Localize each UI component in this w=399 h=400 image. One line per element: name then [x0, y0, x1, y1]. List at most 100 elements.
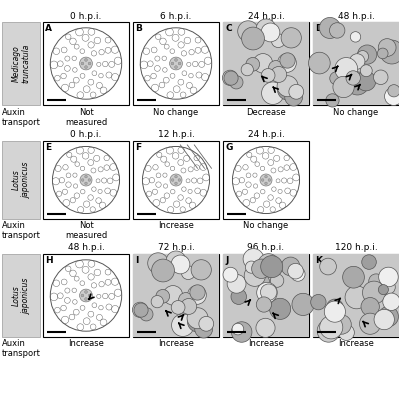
Circle shape [171, 62, 174, 65]
Bar [2, 141, 40, 219]
Circle shape [280, 53, 295, 68]
Bar [223, 141, 309, 219]
Circle shape [289, 84, 304, 99]
Circle shape [79, 289, 93, 302]
Circle shape [187, 308, 208, 329]
Circle shape [320, 316, 343, 339]
Text: 6 h.p.i.: 6 h.p.i. [160, 12, 192, 21]
Circle shape [224, 71, 238, 85]
Circle shape [320, 258, 336, 275]
Bar [313, 22, 399, 105]
Circle shape [336, 64, 350, 78]
Circle shape [362, 281, 385, 304]
Bar [2, 254, 40, 337]
Text: Not
measured: Not measured [65, 221, 107, 240]
Text: Not
measured: Not measured [65, 108, 107, 127]
Text: K: K [315, 256, 322, 265]
Text: B: B [135, 24, 142, 33]
Circle shape [292, 293, 314, 316]
Circle shape [256, 318, 275, 338]
Circle shape [85, 58, 87, 61]
Circle shape [379, 267, 398, 287]
Text: E: E [45, 143, 51, 152]
Bar [223, 22, 309, 105]
Text: 96 h.p.i.: 96 h.p.i. [247, 243, 284, 252]
Circle shape [170, 174, 182, 186]
Circle shape [271, 34, 285, 48]
Bar [133, 254, 219, 337]
Circle shape [231, 289, 247, 304]
Circle shape [277, 54, 296, 72]
Text: I: I [135, 256, 138, 265]
Circle shape [326, 299, 343, 316]
Circle shape [360, 65, 372, 77]
Text: 120 h.p.i.: 120 h.p.i. [335, 243, 377, 252]
Circle shape [258, 254, 279, 275]
Bar [223, 254, 309, 337]
Text: Auxin
transport: Auxin transport [2, 339, 41, 358]
Circle shape [358, 45, 377, 64]
Circle shape [190, 285, 205, 300]
Circle shape [339, 325, 354, 340]
Circle shape [269, 298, 291, 320]
Circle shape [373, 70, 388, 84]
Circle shape [271, 66, 287, 82]
Text: Lotus
japonicus: Lotus japonicus [11, 277, 31, 314]
Circle shape [230, 76, 243, 89]
Text: Medicago
truncatula: Medicago truncatula [11, 44, 31, 83]
Circle shape [256, 274, 269, 288]
Text: No change: No change [334, 108, 379, 117]
Circle shape [356, 71, 376, 91]
Circle shape [260, 174, 272, 186]
Circle shape [333, 76, 354, 98]
Bar [313, 22, 399, 105]
Circle shape [277, 79, 298, 100]
Circle shape [281, 28, 301, 48]
Circle shape [346, 71, 360, 85]
Circle shape [151, 296, 164, 308]
Circle shape [335, 58, 358, 80]
Circle shape [330, 23, 345, 38]
Circle shape [241, 64, 253, 76]
Circle shape [188, 311, 208, 332]
Circle shape [195, 320, 213, 338]
Circle shape [148, 253, 168, 274]
Circle shape [222, 70, 238, 86]
Circle shape [85, 298, 87, 300]
Circle shape [261, 179, 264, 181]
Circle shape [170, 57, 182, 70]
Circle shape [85, 66, 87, 68]
Text: Decrease: Decrease [246, 108, 286, 117]
Text: C: C [225, 24, 232, 33]
Circle shape [261, 256, 283, 278]
Circle shape [261, 284, 277, 300]
Bar [133, 22, 219, 105]
Circle shape [381, 280, 395, 294]
Circle shape [362, 255, 376, 269]
Text: Auxin
transport: Auxin transport [2, 221, 41, 240]
Text: Increase: Increase [338, 339, 374, 348]
Circle shape [223, 267, 238, 282]
Bar [43, 141, 129, 219]
Circle shape [317, 320, 340, 342]
Text: Increase: Increase [158, 221, 194, 230]
Circle shape [175, 182, 177, 185]
Circle shape [199, 316, 214, 331]
Circle shape [369, 274, 383, 289]
Bar [43, 254, 129, 337]
Circle shape [188, 286, 206, 304]
Circle shape [181, 298, 197, 314]
Circle shape [388, 85, 399, 97]
Circle shape [156, 290, 170, 303]
Text: 24 h.p.i.: 24 h.p.i. [247, 130, 284, 139]
Text: H: H [45, 256, 53, 265]
Bar [2, 22, 40, 105]
Circle shape [285, 88, 302, 106]
Circle shape [181, 266, 195, 280]
Circle shape [262, 82, 284, 104]
Circle shape [265, 182, 267, 185]
Circle shape [380, 40, 399, 64]
Circle shape [81, 294, 84, 297]
Text: No change: No change [243, 221, 288, 230]
Circle shape [134, 303, 148, 317]
